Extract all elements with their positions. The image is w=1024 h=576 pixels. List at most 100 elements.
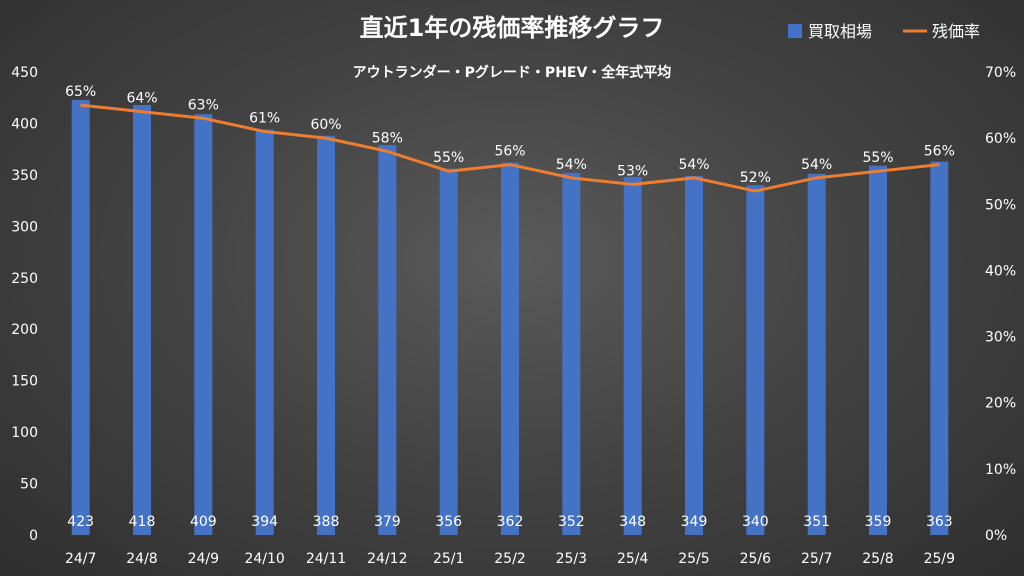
x-tick-label: 25/9 — [924, 551, 955, 567]
bar-value-label: 340 — [742, 514, 769, 530]
right-tick-label: 0% — [985, 528, 1007, 544]
bar-value-label: 418 — [129, 514, 156, 530]
x-tick-label: 24/11 — [306, 551, 346, 567]
line-point — [570, 177, 572, 179]
left-tick-label: 150 — [11, 374, 38, 390]
line-point — [938, 164, 940, 166]
bar-value-label: 359 — [865, 514, 892, 530]
bar-value-label: 362 — [497, 514, 524, 530]
bar-value-label: 348 — [619, 514, 646, 530]
bar-value-label: 394 — [251, 514, 278, 530]
line-value-labels: 65% 64% 63% 61% 60% 58% 55% 56% 54% 53% 54% 52% 54% 5… — [65, 84, 955, 186]
bar-value-label: 352 — [558, 514, 585, 530]
x-tick-label: 24/9 — [188, 551, 219, 567]
line-value-label: 56% — [924, 144, 955, 160]
left-tick-label: 200 — [11, 322, 38, 338]
line-value-label: 61% — [249, 111, 280, 127]
legend-bar-label: 買取相場 — [808, 22, 872, 41]
x-tick-label: 24/8 — [126, 551, 157, 567]
line-value-label: 63% — [188, 97, 219, 113]
line-value-label: 65% — [65, 84, 96, 100]
left-tick-label: 450 — [11, 65, 38, 81]
bar — [562, 172, 581, 535]
right-tick-label: 10% — [985, 462, 1016, 478]
legend-line-label: 残価率 — [932, 22, 980, 41]
bar-value-label: 363 — [926, 514, 953, 530]
x-axis: 24/7 24/8 24/9 24/10 24/11 24/12 25/1 25/2 25/3 2… — [65, 551, 955, 567]
legend: 買取相場 残価率 — [788, 22, 980, 41]
left-tick-label: 100 — [11, 425, 38, 441]
bar-value-label: 423 — [67, 514, 94, 530]
line-value-label: 56% — [494, 144, 525, 160]
left-tick-label: 250 — [11, 271, 38, 287]
line-value-label: 53% — [617, 163, 648, 179]
right-tick-label: 60% — [985, 131, 1016, 147]
line-point — [141, 111, 143, 113]
line-value-label: 55% — [433, 150, 464, 166]
line-value-label: 52% — [740, 170, 771, 186]
bar — [317, 135, 335, 535]
x-tick-label: 24/10 — [244, 551, 284, 567]
x-tick-label: 25/1 — [433, 551, 464, 567]
right-tick-label: 20% — [985, 396, 1016, 412]
bar-value-label: 388 — [313, 514, 340, 530]
bar — [378, 145, 397, 535]
chart-subtitle: アウトランダー・Pグレード・PHEV・全年式平均 — [353, 64, 672, 81]
bar-value-label: 356 — [435, 514, 462, 530]
line-point — [632, 183, 634, 185]
x-tick-label: 25/7 — [801, 551, 832, 567]
bar — [807, 173, 826, 536]
line-series — [80, 103, 940, 193]
line-point — [386, 150, 388, 152]
line-point — [202, 117, 204, 119]
line-value-label: 64% — [126, 91, 157, 107]
bar — [685, 175, 703, 535]
x-tick-label: 25/5 — [678, 551, 709, 567]
line-value-label: 54% — [556, 157, 587, 173]
bar-value-label: 349 — [681, 514, 708, 530]
right-tick-label: 40% — [985, 263, 1016, 279]
right-tick-label: 30% — [985, 330, 1016, 346]
bar — [930, 161, 949, 535]
bar-value-label: 351 — [803, 514, 830, 530]
right-tick-label: 50% — [985, 197, 1016, 213]
x-tick-label: 25/6 — [740, 551, 772, 567]
legend-bar-swatch — [788, 24, 802, 38]
line-point — [80, 104, 82, 106]
bar — [501, 162, 519, 535]
left-tick-label: 400 — [11, 116, 38, 132]
line-value-label: 60% — [310, 117, 341, 133]
x-tick-label: 25/2 — [494, 551, 525, 567]
line-value-label: 54% — [801, 157, 832, 173]
x-tick-label: 25/4 — [617, 551, 649, 567]
line-value-label: 58% — [372, 130, 403, 146]
chart-title: 直近1年の残価率推移グラフ — [360, 14, 665, 42]
line-value-label: 55% — [862, 150, 893, 166]
line-point — [509, 164, 511, 166]
bar — [623, 176, 642, 536]
line-point — [264, 131, 266, 133]
line-value-label: 54% — [678, 157, 709, 173]
bar — [869, 165, 887, 535]
left-tick-label: 50 — [20, 477, 38, 493]
bar-value-label: 409 — [190, 514, 217, 530]
line-point — [816, 177, 818, 179]
line-point — [693, 177, 695, 179]
left-tick-label: 0 — [29, 528, 38, 544]
left-tick-label: 350 — [11, 168, 38, 184]
line-point — [448, 170, 450, 172]
line-point — [325, 137, 327, 139]
bar-series — [71, 99, 949, 536]
bar-value-labels: 423 418 409 394 388 379 356 362 352 348 349 340 351 3… — [67, 514, 952, 530]
bar — [133, 104, 151, 536]
x-tick-label: 24/12 — [367, 551, 407, 567]
x-tick-label: 25/8 — [862, 551, 893, 567]
bar — [71, 99, 90, 535]
right-tick-label: 70% — [985, 65, 1016, 81]
x-tick-label: 25/3 — [556, 551, 587, 567]
line-point — [877, 170, 879, 172]
x-tick-label: 24/7 — [65, 551, 96, 567]
bar — [255, 129, 274, 535]
line-point — [754, 190, 756, 192]
